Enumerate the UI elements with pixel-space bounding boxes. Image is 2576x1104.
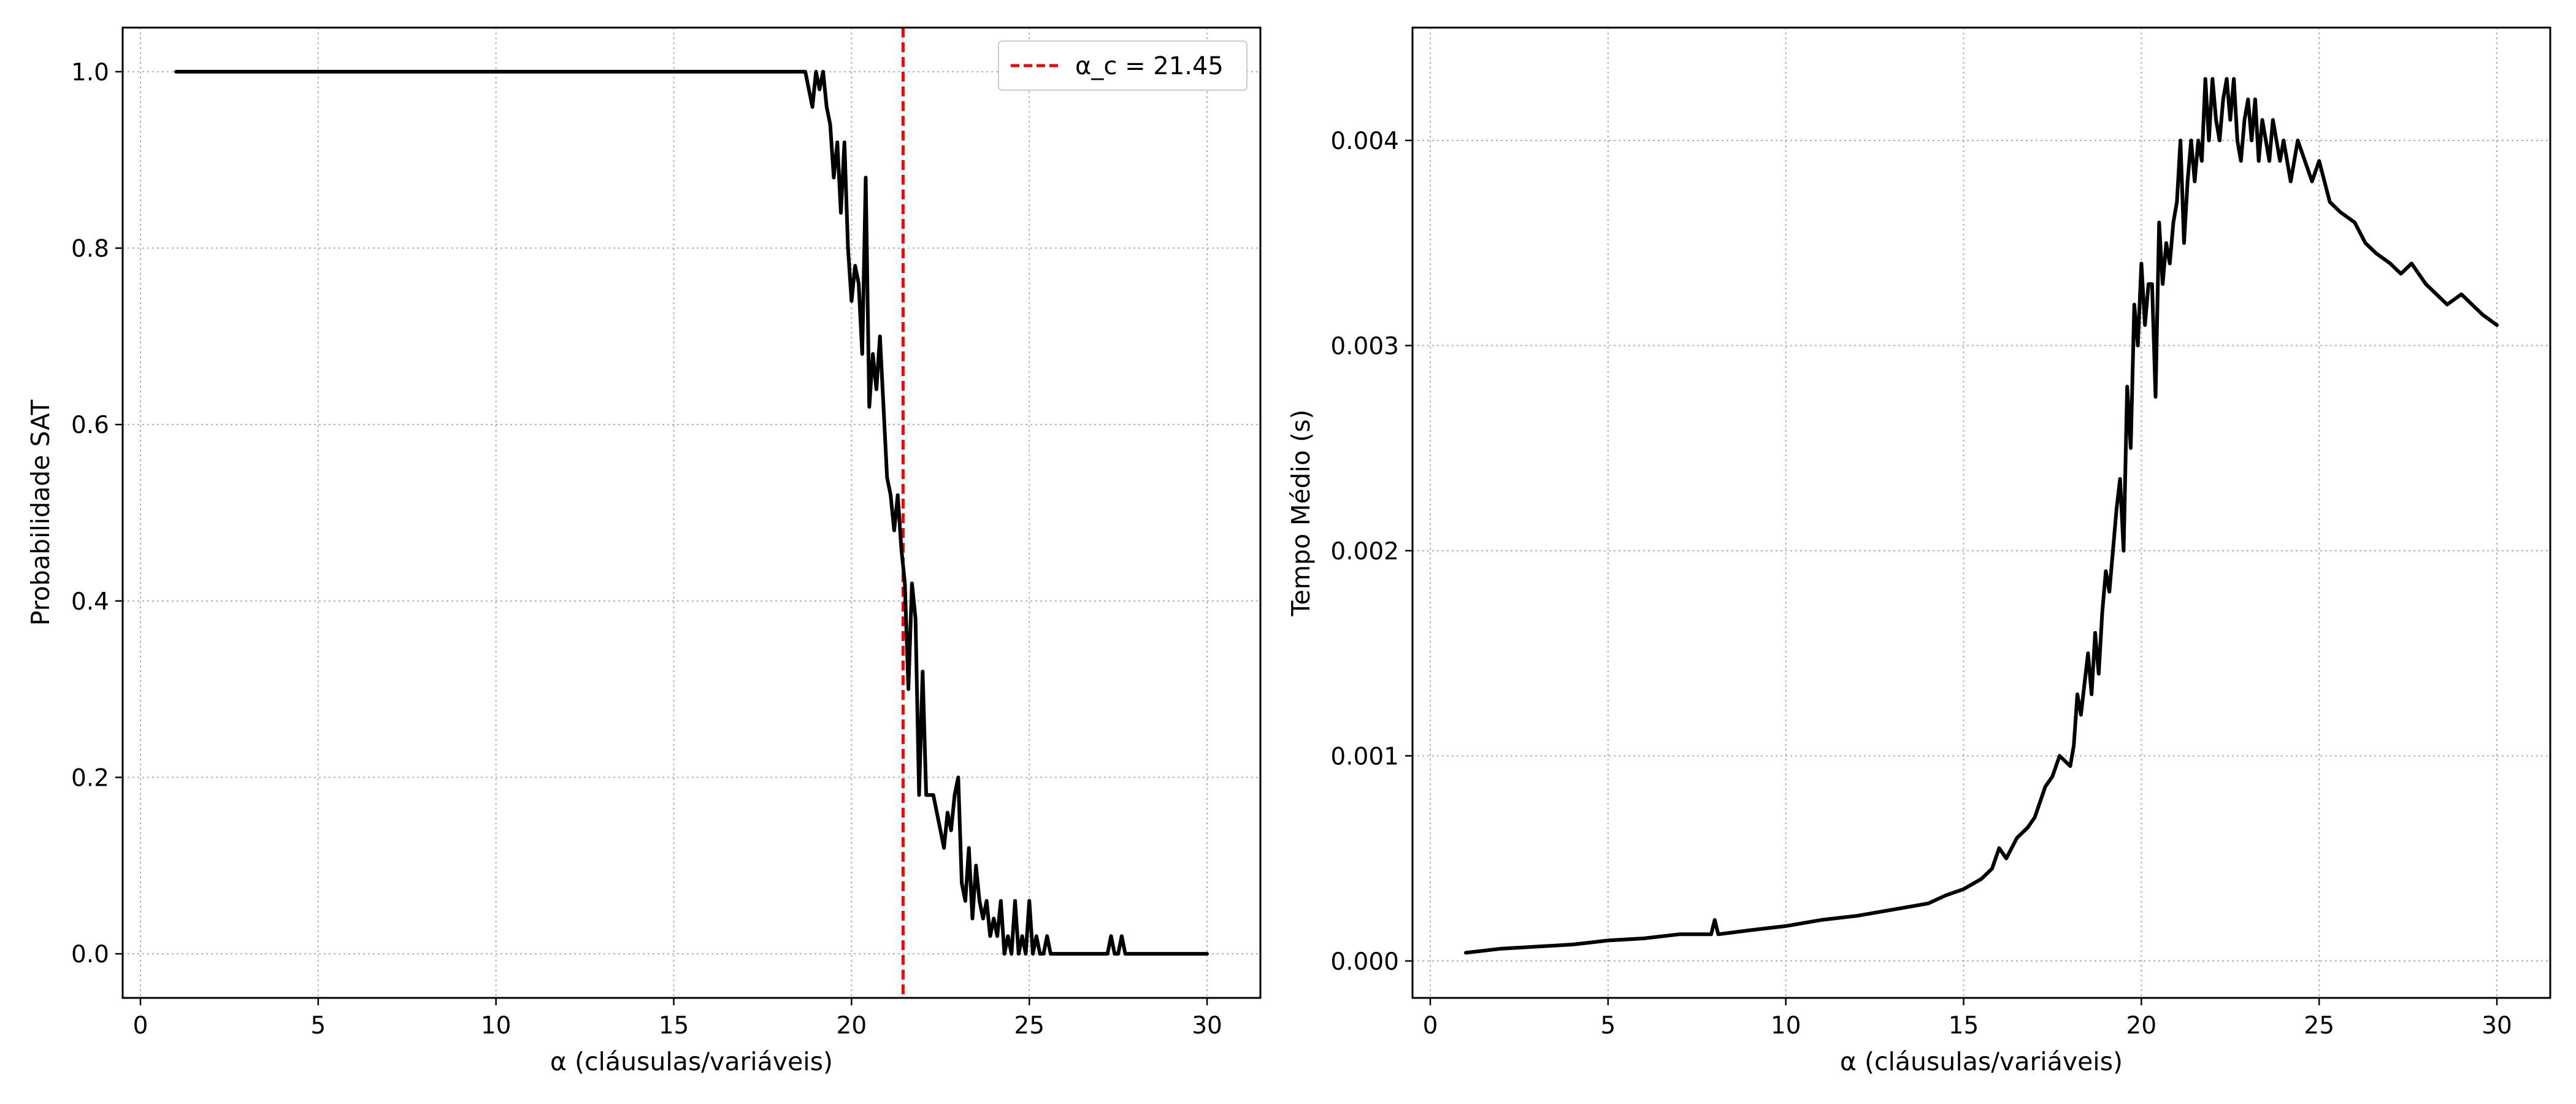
x-tick-label: 25 (1014, 1012, 1045, 1040)
x-axis-label: α (cláusulas/variáveis) (1840, 1047, 2123, 1076)
sat-probability-plot: 0 5 10 15 20 25 30 0.0 0.2 0.4 0.6 0.8 1.0 α (cláus… (26, 26, 1262, 1076)
y-tick-label: 0.002 (1330, 538, 1399, 565)
x-tick-label: 10 (1771, 1012, 1801, 1040)
y-tick-label: 0.003 (1330, 332, 1399, 360)
x-tick-label: 5 (1600, 1012, 1616, 1040)
y-tick-label: 0.000 (1330, 948, 1399, 976)
y-axis-label: Tempo Médio (s) (1286, 410, 1316, 617)
x-tick-label: 5 (310, 1012, 326, 1040)
x-tick-label: 30 (1192, 1012, 1222, 1040)
x-axis-label: α (cláusulas/variáveis) (550, 1047, 833, 1076)
x-tick-label: 30 (2482, 1012, 2512, 1040)
legend-entry-critical-alpha: α_c = 21.45 (1075, 52, 1224, 80)
y-axis-label: Probabilidade SAT (26, 399, 55, 626)
y-axis-ticks: 0.000 0.001 0.002 0.003 0.004 (1330, 128, 1413, 976)
y-tick-label: 0.4 (71, 588, 109, 616)
x-tick-label: 15 (1949, 1012, 1979, 1040)
x-tick-label: 0 (1423, 1012, 1438, 1040)
x-tick-label: 15 (659, 1012, 689, 1040)
x-tick-label: 20 (837, 1012, 867, 1040)
grid-lines (1413, 28, 2550, 998)
plot-frame (1411, 26, 2551, 999)
y-tick-label: 0.6 (71, 412, 109, 439)
x-axis-ticks: 0 5 10 15 20 25 30 (1423, 998, 2512, 1040)
mean-time-plot: 0 5 10 15 20 25 30 0.000 0.001 0.002 0.003 0.004 α… (1286, 26, 2551, 1076)
x-tick-label: 20 (2126, 1012, 2157, 1040)
x-tick-label: 25 (2304, 1012, 2334, 1040)
y-axis-ticks: 0.0 0.2 0.4 0.6 0.8 1.0 (71, 59, 123, 968)
x-tick-label: 10 (481, 1012, 512, 1040)
x-tick-label: 0 (133, 1012, 148, 1040)
y-tick-label: 0.2 (71, 764, 109, 792)
y-tick-label: 1.0 (71, 59, 109, 86)
series-layer (1464, 77, 2499, 955)
y-tick-label: 0.0 (71, 941, 109, 968)
x-axis-ticks: 0 5 10 15 20 25 30 (133, 998, 1222, 1040)
y-tick-label: 0.001 (1330, 743, 1399, 770)
legend-box (998, 40, 1248, 91)
series-layer (174, 69, 1209, 956)
series-line (1464, 77, 2499, 955)
y-tick-label: 0.004 (1330, 128, 1399, 155)
legend: α_c = 21.45 (998, 40, 1248, 91)
series-line (174, 69, 1209, 956)
plot-frame (121, 26, 1262, 999)
y-tick-label: 0.8 (71, 236, 109, 263)
